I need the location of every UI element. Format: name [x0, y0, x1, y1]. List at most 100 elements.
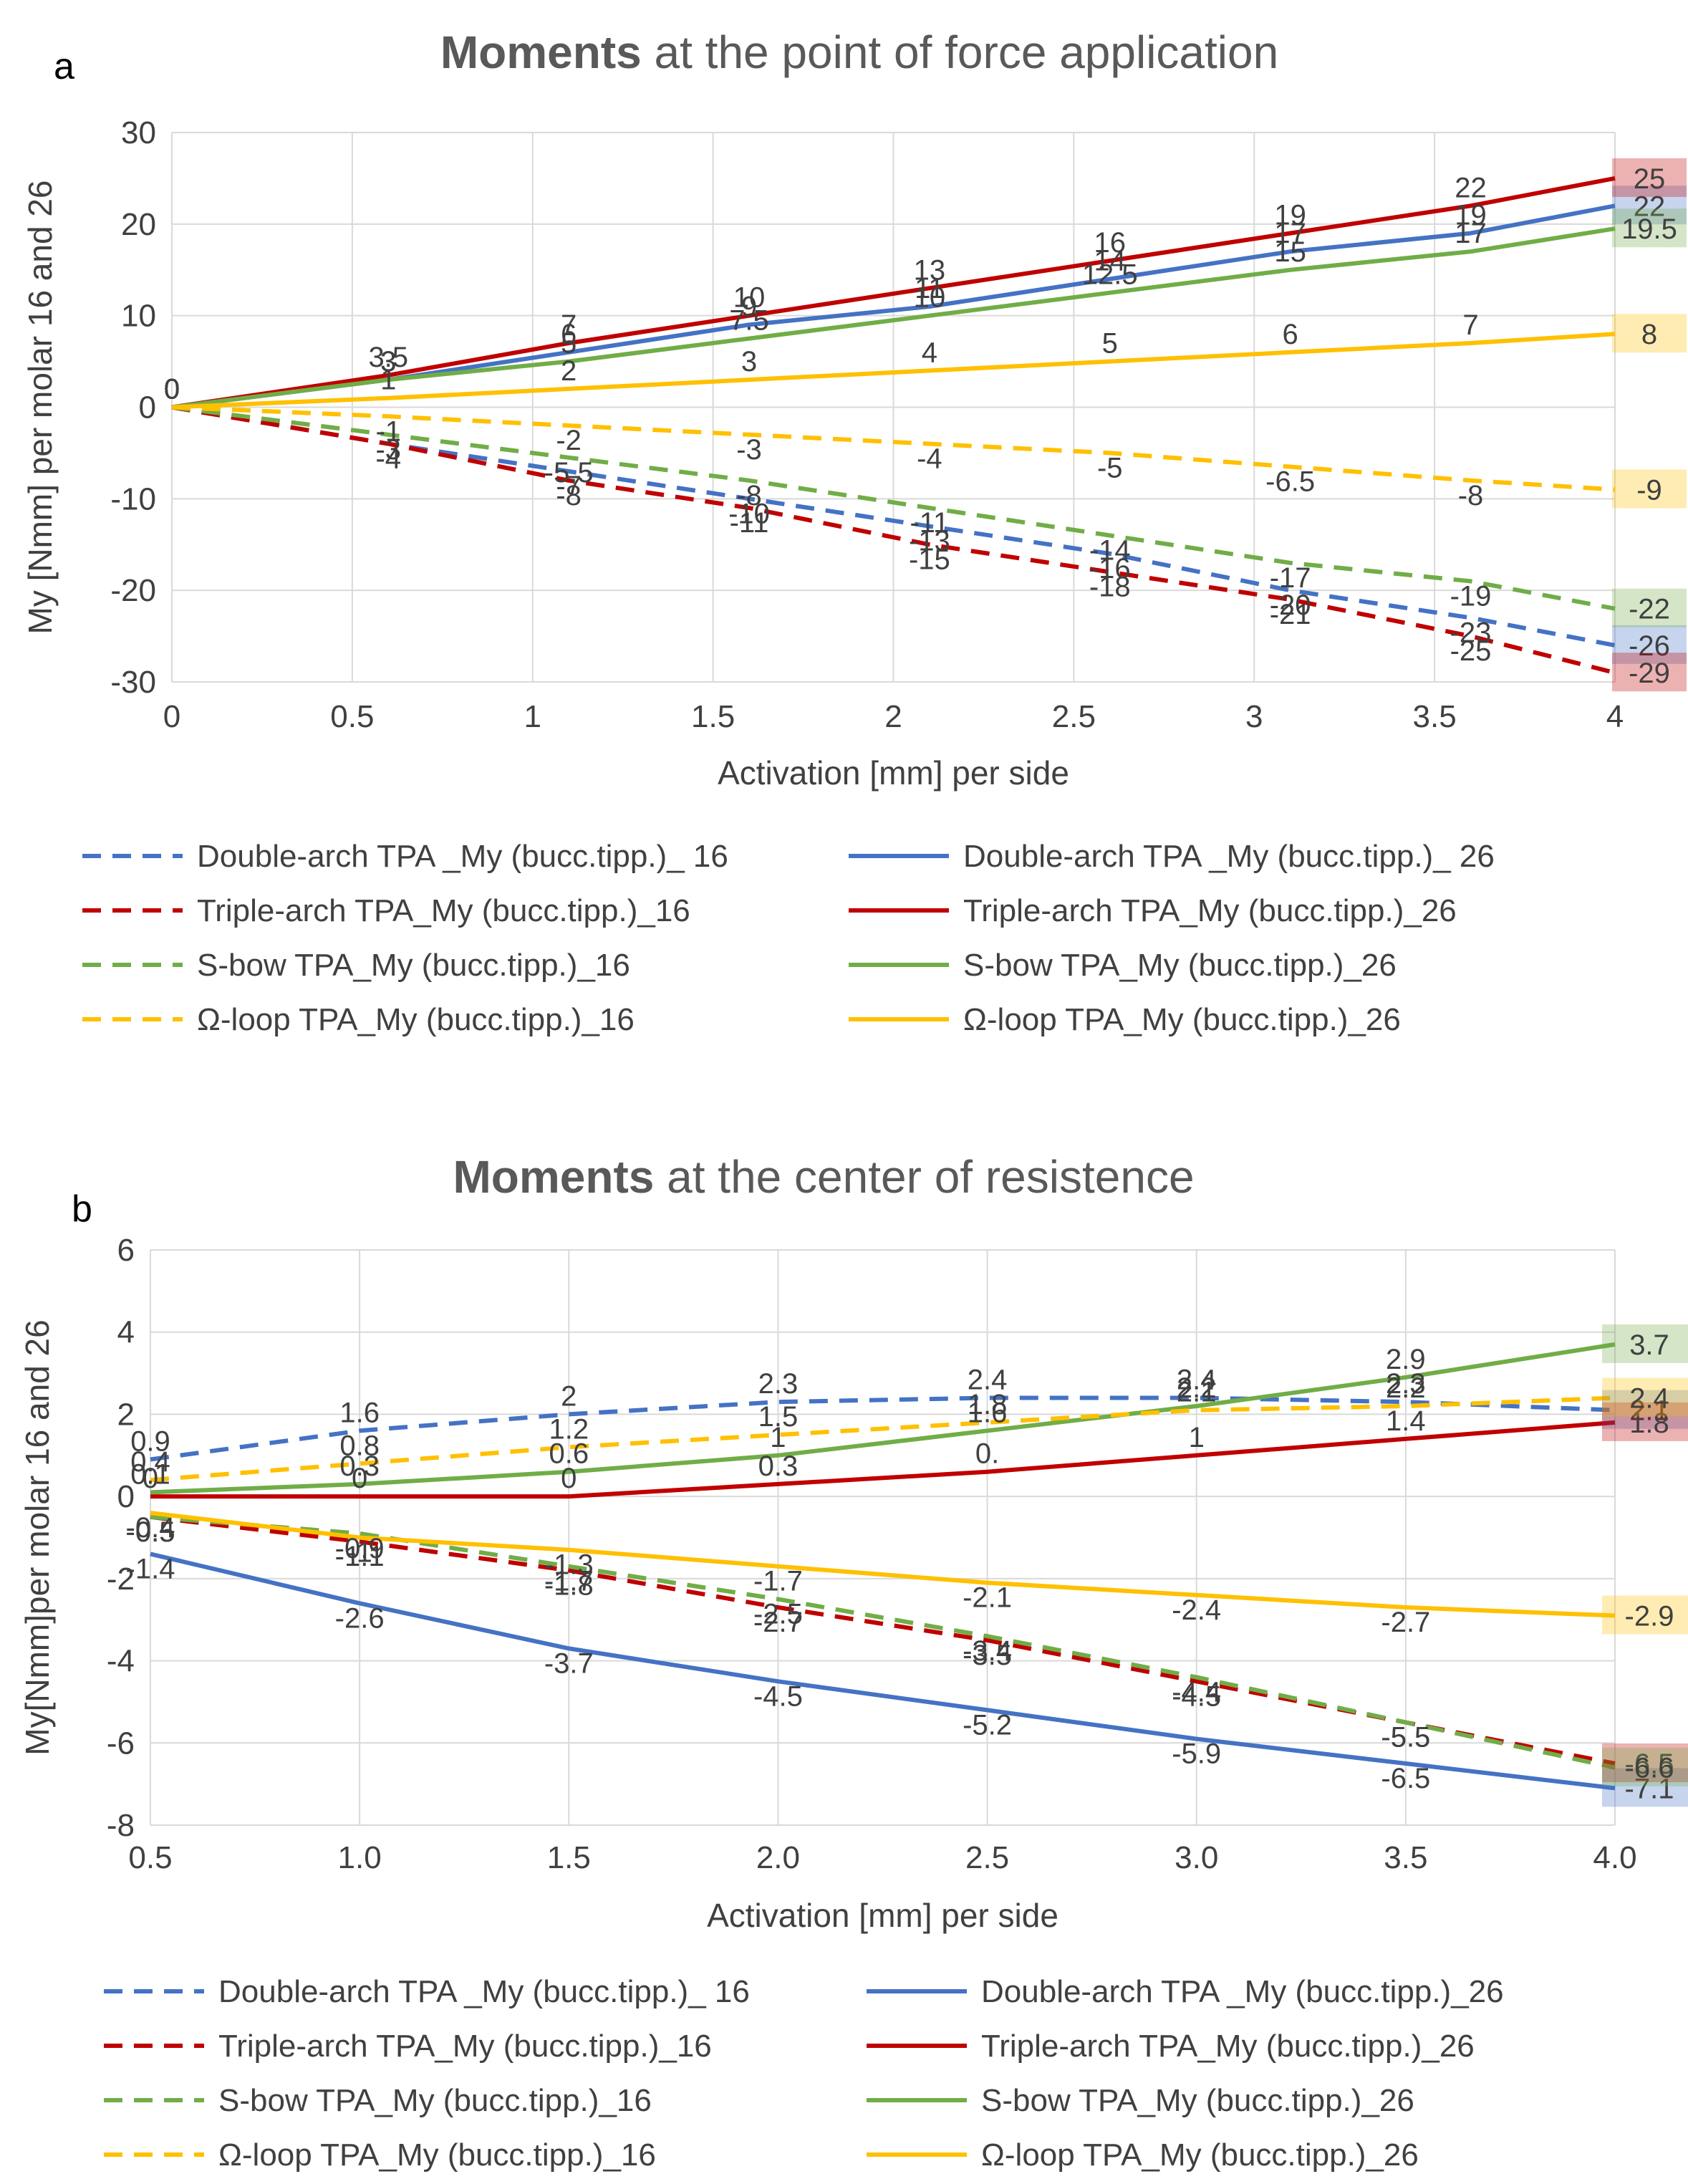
end-label-bg: [1602, 1324, 1688, 1363]
data-label: 1.5: [758, 1401, 799, 1433]
y-axis-label: My [Nmm] per molar 16 and 26: [21, 180, 59, 634]
data-label: 0: [164, 374, 180, 405]
y-tick-label: 0: [117, 1479, 135, 1514]
end-label-bg: [1612, 314, 1687, 353]
data-label: 17: [1455, 218, 1487, 249]
data-label: 7: [1462, 309, 1478, 341]
data-label: -2.4: [1172, 1594, 1221, 1626]
end-label-bg: [1612, 186, 1687, 225]
data-label: 2.3: [758, 1368, 799, 1400]
x-tick-label: 3.0: [1175, 1840, 1218, 1875]
data-label: 1.4: [1386, 1405, 1426, 1437]
data-label: -6.6: [1625, 1753, 1674, 1784]
y-tick-label: -30: [110, 665, 156, 700]
legend-label: Ω-loop TPA_My (bucc.tipp.)_26: [981, 2137, 1419, 2173]
data-label: -5.2: [963, 1709, 1012, 1741]
legend-label: Ω-loop TPA_My (bucc.tipp.)_16: [197, 1002, 635, 1037]
data-label: -9: [1636, 475, 1662, 506]
series-line: [171, 226, 1616, 410]
data-label: 1.8: [1629, 1408, 1669, 1439]
data-label: 0.6: [549, 1438, 589, 1470]
data-label: -16: [1089, 553, 1131, 585]
x-tick-label: 2.5: [1052, 699, 1096, 734]
data-label: 2: [561, 1380, 577, 1412]
data-label: -14: [1089, 534, 1131, 566]
data-label: 0.: [975, 1438, 999, 1470]
data-label: -4: [917, 443, 942, 475]
data-label: 12.5: [1082, 259, 1138, 291]
data-label: 2.9: [1386, 1344, 1426, 1375]
data-label: -1.7: [544, 1566, 594, 1597]
data-label: -4.5: [1172, 1680, 1221, 1712]
data-label: 19: [1274, 200, 1306, 231]
data-label: 19: [1455, 200, 1487, 231]
data-label: 10: [914, 282, 946, 314]
series-line: [150, 1395, 1616, 1462]
data-label: -7: [556, 471, 582, 502]
data-label: -4.4: [1172, 1677, 1221, 1708]
data-label: -2.6: [335, 1602, 385, 1634]
end-label-bg: [1612, 653, 1687, 692]
data-label: -0.9: [335, 1533, 385, 1564]
end-label-bg: [1602, 1402, 1688, 1441]
data-label: 0: [164, 374, 180, 405]
panel-letter: a: [54, 46, 74, 87]
y-tick-label: -4: [107, 1644, 135, 1679]
data-label: 25: [1634, 163, 1666, 195]
data-label: -1.1: [335, 1541, 385, 1572]
y-tick-label: 20: [121, 207, 156, 242]
legend-label: Triple-arch TPA_My (bucc.tipp.)_26: [963, 893, 1457, 928]
data-label: -2.5: [753, 1599, 803, 1630]
data-label: 19.5: [1621, 213, 1677, 245]
data-label: 15: [1274, 236, 1306, 268]
data-label: -1.7: [753, 1566, 803, 1597]
data-label: -5.5: [544, 457, 594, 489]
x-tick-label: 2.5: [965, 1840, 1009, 1875]
end-label-bg: [1602, 1743, 1688, 1782]
x-tick-label: 4: [1606, 699, 1624, 734]
data-label: -11: [730, 507, 769, 539]
chart-title: Moments at the point of force applicatio…: [440, 27, 1278, 78]
data-label: 2.2: [1177, 1372, 1217, 1404]
legend-label: Double-arch TPA _My (bucc.tipp.)_ 16: [218, 1974, 750, 2009]
end-label-bg: [1602, 1390, 1688, 1429]
y-tick-label: -8: [107, 1808, 135, 1843]
y-tick-label: -6: [107, 1726, 135, 1761]
data-label: -18: [1089, 572, 1131, 603]
y-tick-label: 10: [121, 299, 156, 334]
legend-label: Ω-loop TPA_My (bucc.tipp.)_16: [218, 2137, 656, 2173]
end-label-bg: [1612, 469, 1687, 509]
data-label: 5: [1102, 328, 1118, 360]
data-label: -15: [909, 544, 950, 575]
data-label: -0.4: [126, 1512, 175, 1544]
data-label: -8: [1458, 480, 1484, 511]
data-label: 11: [915, 273, 945, 304]
data-label: 6: [1283, 319, 1298, 350]
data-label: 1: [380, 365, 396, 396]
data-label: 0: [143, 1463, 158, 1494]
data-label: 0: [164, 374, 180, 405]
data-label: 2.4: [1629, 1382, 1669, 1414]
x-tick-label: 3.5: [1384, 1840, 1427, 1875]
data-label: -13: [909, 526, 950, 557]
legend-label: S-bow TPA_My (bucc.tipp.)_16: [218, 2083, 652, 2118]
data-label: 0: [164, 374, 180, 405]
y-axis-label: My[Nmm]per molar 16 and 26: [19, 1319, 56, 1755]
data-label: -2: [556, 425, 582, 456]
data-label: -1: [347, 1537, 372, 1569]
legend-label: S-bow TPA_My (bucc.tipp.)_26: [963, 948, 1397, 983]
chart-title-bold: Moments: [440, 27, 642, 78]
data-label: -4.5: [753, 1680, 803, 1712]
data-label: 9: [741, 291, 757, 322]
end-label-bg: [1612, 208, 1687, 248]
chart-title-rest: at the point of force application: [642, 27, 1278, 78]
legend-label: Double-arch TPA _My (bucc.tipp.)_ 16: [197, 839, 728, 874]
y-tick-label: 0: [139, 390, 156, 425]
series-line: [171, 203, 1616, 410]
x-tick-label: 2: [884, 699, 902, 734]
x-tick-label: 3: [1245, 699, 1263, 734]
x-tick-label: 1.0: [338, 1840, 382, 1875]
end-label-bg: [1602, 1768, 1688, 1807]
data-label: -5.9: [1172, 1738, 1221, 1770]
